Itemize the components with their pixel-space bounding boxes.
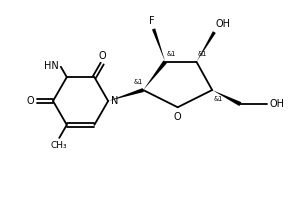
Text: O: O xyxy=(98,51,106,61)
Text: HN: HN xyxy=(44,61,58,71)
Text: CH₃: CH₃ xyxy=(50,141,67,150)
Text: F: F xyxy=(149,16,155,26)
Polygon shape xyxy=(196,31,216,62)
Polygon shape xyxy=(152,28,165,62)
Text: &1: &1 xyxy=(214,96,223,102)
Text: &1: &1 xyxy=(198,52,207,57)
Text: O: O xyxy=(27,96,34,106)
Text: N: N xyxy=(111,96,119,106)
Text: OH: OH xyxy=(216,19,231,29)
Polygon shape xyxy=(212,90,241,106)
Text: O: O xyxy=(173,112,181,122)
Text: &1: &1 xyxy=(133,79,143,85)
Text: OH: OH xyxy=(269,99,284,109)
Text: &1: &1 xyxy=(167,52,176,57)
Polygon shape xyxy=(143,60,167,90)
Polygon shape xyxy=(108,88,144,101)
